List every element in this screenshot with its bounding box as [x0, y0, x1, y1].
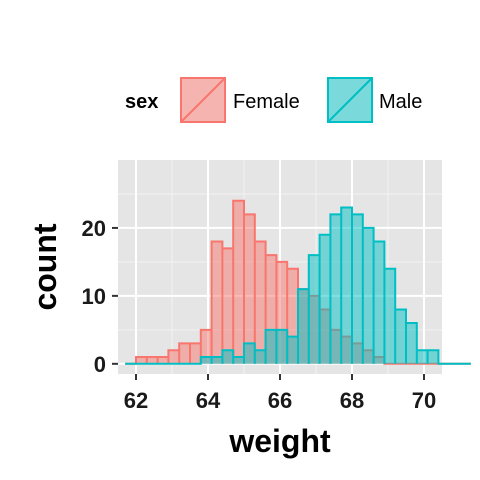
bar [233, 357, 244, 364]
bar [244, 214, 255, 364]
bar [308, 255, 320, 364]
bar [179, 343, 190, 364]
bars [125, 199, 471, 365]
bar [362, 227, 374, 364]
x-tick-label: 68 [340, 388, 364, 413]
bar [211, 357, 223, 364]
bar [298, 289, 309, 364]
x-tick-label: 62 [124, 388, 148, 413]
axis-ticks: 62 64 66 68 70 0 10 20 [82, 216, 437, 413]
x-tick-label: 70 [412, 388, 436, 413]
bar [190, 343, 201, 364]
bar-outline [125, 206, 471, 365]
series-male [125, 206, 471, 365]
bar [427, 350, 439, 364]
bar [168, 350, 180, 364]
bar [373, 241, 385, 364]
bar [406, 323, 417, 364]
y-tick-label: 20 [82, 216, 106, 241]
bar [395, 309, 406, 364]
x-axis-title: weight [228, 423, 331, 459]
bar [136, 357, 147, 364]
bar [265, 255, 277, 364]
bar [276, 261, 288, 364]
bar [244, 343, 255, 364]
bar [233, 200, 244, 364]
bar [319, 234, 331, 364]
bar [254, 350, 266, 364]
x-tick-label: 66 [268, 388, 292, 413]
bar [330, 214, 342, 364]
bar [287, 268, 298, 364]
bar [341, 207, 352, 364]
bar [352, 214, 363, 364]
legend-label-male: Male [379, 91, 422, 113]
y-tick-label: 0 [94, 352, 106, 377]
legend-key-male [327, 77, 373, 123]
bar [200, 329, 212, 364]
bar [265, 329, 277, 364]
bar [157, 357, 169, 364]
y-tick-label: 10 [82, 284, 106, 309]
legend: sex Female Male [125, 77, 422, 123]
legend-key-female [180, 77, 226, 123]
bar [416, 350, 428, 364]
bar [222, 248, 234, 364]
bar [211, 241, 223, 364]
bar [200, 357, 212, 364]
bar [222, 350, 234, 364]
x-tick-label: 64 [196, 388, 221, 413]
bar [276, 329, 288, 364]
bar [384, 268, 396, 364]
y-axis-title: count [27, 223, 63, 310]
bar [254, 241, 266, 364]
bar [146, 357, 158, 364]
bar [287, 336, 298, 364]
legend-label-female: Female [233, 91, 300, 113]
legend-title: sex [125, 91, 158, 113]
